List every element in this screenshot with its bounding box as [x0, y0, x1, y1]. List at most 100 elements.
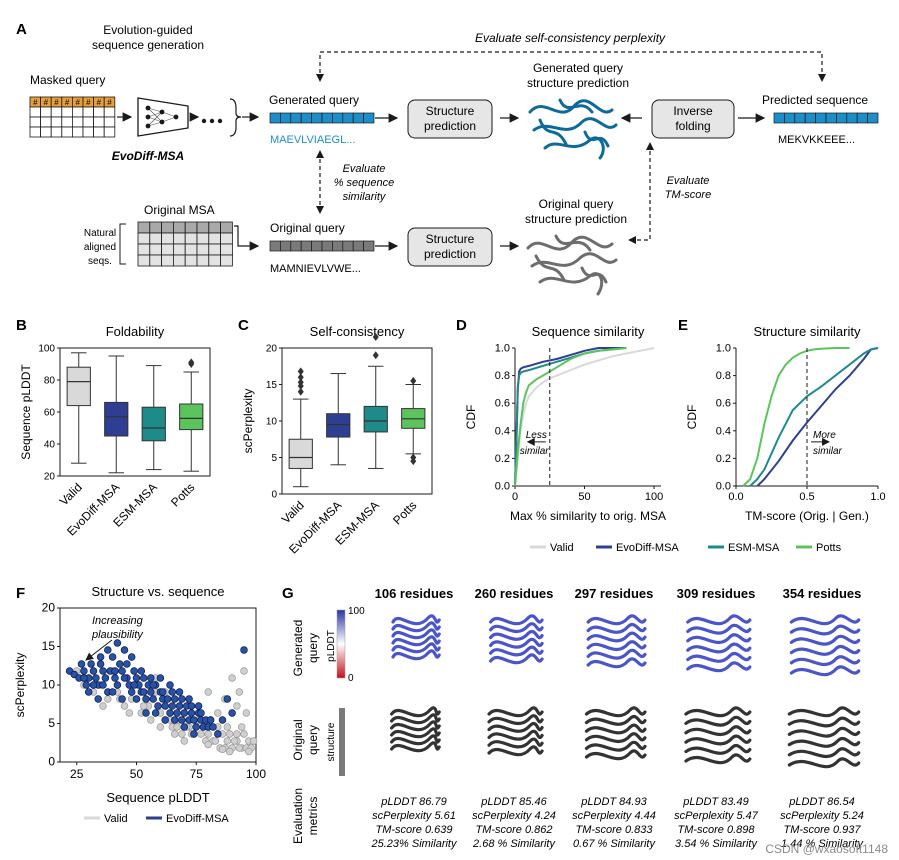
outlier-marker	[297, 378, 304, 387]
original-protein-structure	[526, 234, 618, 296]
box-valid	[66, 366, 91, 407]
outlier-marker	[297, 367, 304, 376]
scatter-point-valid	[218, 745, 227, 754]
row-eval-line-2: metrics	[306, 797, 320, 836]
outlier-marker	[410, 376, 417, 385]
msa-cell	[149, 243, 163, 256]
evodiff-model-label: EvoDiff-MSA	[112, 149, 184, 163]
scatter-point-evodiff-msa	[77, 660, 86, 668]
cdf-line-evodiff-msa	[756, 347, 879, 487]
msa-cell	[82, 126, 95, 138]
scatter-point-valid	[235, 744, 244, 752]
scatter-point-evodiff-msa	[80, 667, 88, 675]
sequence-cell	[300, 112, 312, 124]
residue-count: 260 residues	[475, 586, 554, 601]
scatter-point-evodiff-msa	[154, 702, 162, 710]
panel-letter-f: F	[16, 585, 25, 602]
scatter-point-evodiff-msa	[118, 667, 126, 675]
scatter-point-evodiff-msa	[108, 653, 117, 661]
y-tick-label: 0.4	[495, 425, 510, 437]
chart-foldability: 20 40 60 80 100 Foldability Sequence pLDDT Vali…	[19, 324, 211, 539]
gen-struct-title-1: Generated query	[533, 61, 623, 75]
box-potts	[179, 403, 204, 431]
metric-tm: TM-score 0.898	[677, 824, 755, 836]
msa-cell	[61, 116, 73, 128]
scatter-point-evodiff-msa	[166, 681, 174, 689]
scatter-point-evodiff-msa	[127, 688, 136, 696]
structure-prediction-top-line-2: prediction	[424, 119, 476, 133]
y-tick-label: 0.8	[495, 370, 510, 382]
eval-tm-1: Evaluate	[667, 175, 710, 187]
scatter-point-evodiff-msa	[214, 730, 222, 738]
scatter-point-evodiff-msa	[190, 716, 198, 724]
msa-cell	[29, 116, 42, 128]
sequence-cell	[815, 112, 827, 124]
y-tick-label: 0.8	[716, 370, 731, 382]
annotation-line-1: Increasing	[92, 615, 144, 627]
y-tick-label: 0.0	[495, 481, 510, 493]
scatter-point-evodiff-msa	[80, 674, 88, 682]
chart-title: Self-consistency	[310, 324, 405, 339]
scatter-point-evodiff-msa	[123, 660, 131, 668]
msa-cell	[208, 254, 222, 267]
annotation-line-1: Less	[526, 430, 547, 441]
msa-cell	[172, 232, 186, 245]
colorbar-max: 100	[348, 606, 365, 617]
metric-plddt: pLDDT 86.79	[380, 796, 446, 808]
scatter-point-evodiff-msa	[168, 702, 177, 710]
structure-prediction-box-bottom	[407, 227, 493, 267]
scatter-point-evodiff-msa	[170, 695, 179, 703]
y-tick-label: 0.6	[716, 398, 731, 410]
chart-title: Foldability	[106, 324, 165, 339]
panel-letter-b: B	[16, 317, 27, 334]
annotation-line-2: similar	[520, 446, 550, 457]
chart-structure-similarity: 0.0 0.2 0.4 0.6 0.8 1.0 Structure similarity CD…	[685, 324, 886, 523]
scatter-point-evodiff-msa	[96, 653, 105, 661]
metric-perp: scPerplexity 5.47	[674, 810, 759, 822]
msa-cell	[220, 254, 233, 267]
original-msa-grid	[137, 221, 233, 267]
y-tick-label: 10	[42, 678, 56, 692]
msa-cell	[29, 126, 42, 138]
colorbar-min: 0	[348, 673, 354, 684]
msa-cell	[137, 232, 151, 245]
msa-cell	[137, 254, 151, 267]
msa-bracket	[119, 223, 126, 265]
scatter-point-valid	[120, 702, 129, 710]
chart-title: Structure similarity	[754, 324, 861, 339]
scatter-point-valid	[245, 747, 253, 756]
msa-cell	[172, 221, 186, 234]
scatter-point-evodiff-msa	[180, 723, 189, 731]
scatter-point-evodiff-msa	[82, 681, 91, 689]
mask-symbol: #	[33, 98, 38, 107]
msa-cell	[172, 243, 186, 256]
x-axis-label: TM-score (Orig. | Gen.)	[745, 509, 869, 523]
scatter-point-evodiff-msa	[104, 646, 112, 654]
y-axis-label: CDF	[685, 405, 699, 430]
y-axis-label: Sequence pLDDT	[19, 364, 33, 460]
x-tick-label: 25	[70, 767, 84, 781]
chart-title: Structure vs. sequence	[92, 584, 225, 599]
msa-cell	[137, 221, 151, 234]
sequence-cell	[352, 112, 364, 124]
scatter-point-evodiff-msa	[187, 702, 196, 710]
y-tick-label: 0.6	[495, 398, 510, 410]
generated-structure	[789, 614, 861, 677]
msa-cell	[172, 254, 186, 267]
scatter-point-evodiff-msa	[147, 674, 155, 682]
metric-sim: 0.67 % Similarity	[573, 838, 656, 850]
y-tick-label: 10	[266, 417, 278, 428]
sequence-cell	[269, 112, 281, 124]
chart-self-consistency: 0 5 10 15 20 Self-consistency scPerplexity Vali…	[241, 324, 433, 557]
residue-count: 309 residues	[677, 586, 756, 601]
scatter-point-evodiff-msa	[101, 674, 110, 682]
metric-tm: TM-score 0.937	[783, 824, 861, 836]
msa-cell	[103, 106, 116, 118]
scatter-point-evodiff-msa	[142, 709, 150, 717]
chart-sequence-similarity: 0.0 0.2 0.4 0.6 0.8 1.0 Sequence similarity CDF…	[464, 324, 666, 523]
row-generated-line-2: query	[306, 633, 320, 663]
tm-arrowhead-left	[628, 236, 636, 244]
msa-cell	[61, 126, 73, 138]
legend-esm-label: ESM-MSA	[728, 542, 780, 554]
